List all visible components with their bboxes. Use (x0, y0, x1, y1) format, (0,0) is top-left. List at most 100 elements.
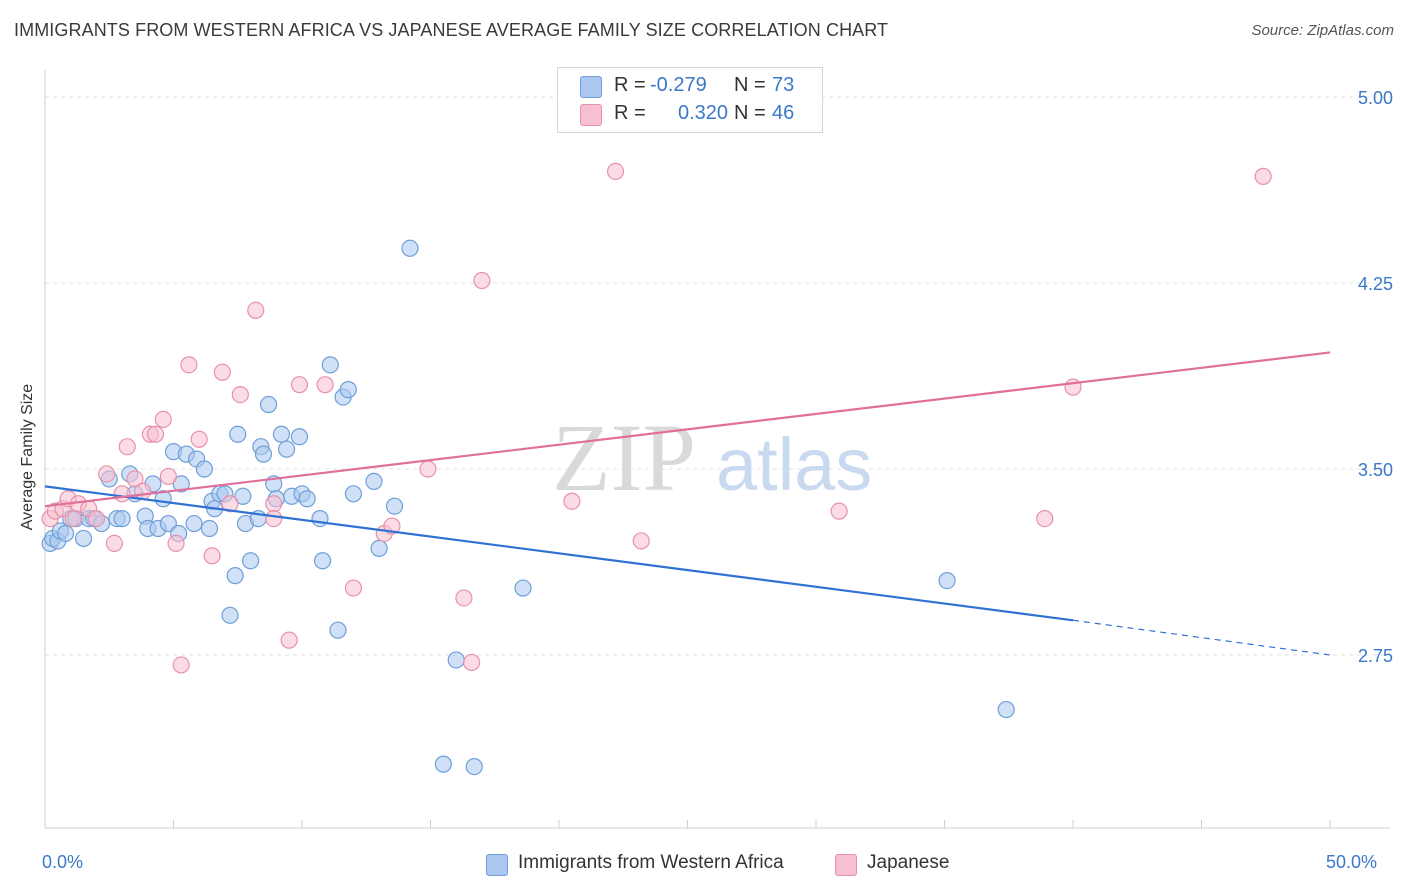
data-point (563, 492, 581, 510)
data-point (1036, 509, 1054, 528)
data-point (159, 467, 177, 486)
watermark-atlas: atlas (716, 423, 872, 506)
data-point (213, 363, 231, 381)
y-tick-label: 5.00 (1358, 88, 1393, 108)
data-point (154, 410, 172, 428)
correlation-legend: R = -0.279 N = 73 R = 0.320 N = 46 (557, 67, 823, 133)
data-point (265, 495, 283, 513)
data-point (280, 631, 298, 649)
data-point (313, 552, 332, 570)
data-point (229, 425, 247, 443)
data-point (74, 529, 93, 548)
data-point (419, 460, 437, 478)
data-point (290, 428, 309, 446)
data-point (339, 381, 357, 399)
legend-swatch-blue (580, 76, 602, 98)
y-tick-label: 3.50 (1358, 460, 1393, 480)
data-point (298, 490, 316, 508)
source-label: Source: ZipAtlas.com (1251, 22, 1394, 39)
series-immigrants-western-africa (41, 239, 1015, 776)
legend-n-label: N = (734, 74, 766, 96)
data-point (64, 509, 82, 528)
data-point (146, 425, 165, 443)
data-point (126, 470, 144, 488)
data-point (159, 514, 177, 533)
data-point (172, 475, 190, 493)
legend-n-value: 73 (772, 74, 795, 96)
data-point (344, 579, 362, 597)
data-point (311, 509, 329, 528)
data-point (87, 509, 106, 528)
data-point (290, 376, 309, 394)
data-point (190, 430, 208, 448)
data-point (254, 445, 273, 463)
data-point (321, 356, 339, 374)
data-point (463, 653, 481, 672)
data-point (385, 497, 404, 515)
legend-r-value: -0.279 (650, 74, 707, 96)
data-point (221, 495, 239, 513)
data-point (473, 271, 491, 290)
data-point (167, 534, 185, 553)
data-point (105, 534, 123, 553)
trend-line-pink (44, 351, 1331, 508)
watermark: ZIP atlas (552, 404, 872, 511)
legend-r-value: 0.320 (678, 102, 729, 124)
data-point (997, 700, 1015, 719)
data-point (221, 606, 239, 624)
data-point (180, 356, 198, 374)
legend-r-label: R = (614, 102, 646, 124)
y-tick-label: 2.75 (1358, 646, 1393, 666)
data-point (200, 519, 219, 538)
data-point (938, 571, 956, 590)
data-point (272, 425, 291, 443)
axes (44, 70, 1390, 829)
data-point (344, 485, 362, 503)
data-point (447, 651, 465, 669)
data-point (98, 465, 116, 483)
bottom-legend-label-blue: Immigrants from Western Africa (518, 852, 784, 873)
data-point (185, 514, 203, 533)
bottom-legend-swatch-blue (486, 854, 508, 876)
data-point (259, 395, 278, 414)
chart-title: IMMIGRANTS FROM WESTERN AFRICA VS JAPANE… (14, 20, 889, 40)
data-point (265, 509, 283, 528)
data-point (1254, 167, 1272, 185)
data-point (514, 579, 532, 597)
data-point (401, 239, 419, 257)
data-point (172, 656, 190, 674)
data-point (203, 547, 221, 565)
data-point (606, 162, 625, 180)
data-point (113, 509, 131, 528)
data-point (316, 376, 334, 394)
data-point (830, 502, 848, 520)
data-point (365, 472, 383, 490)
data-point (247, 301, 265, 319)
data-point (118, 438, 136, 456)
data-point (234, 487, 252, 505)
data-point (329, 621, 347, 639)
data-point (465, 757, 483, 776)
y-tick-labels: 2.75 3.50 4.25 5.00 (1358, 88, 1393, 666)
trend-line-blue (44, 485, 1074, 622)
data-point (134, 482, 152, 500)
data-point (370, 539, 388, 557)
x-tick-max: 50.0% (1326, 852, 1378, 872)
data-point (226, 567, 244, 585)
legend-r-label: R = (614, 74, 646, 96)
trend-line-blue-extension (1072, 619, 1331, 656)
watermark-zip: ZIP (552, 404, 696, 511)
data-point (277, 440, 296, 458)
data-point (113, 485, 131, 503)
grid-lines (45, 96, 1390, 656)
data-point (434, 755, 452, 773)
data-point (455, 589, 473, 607)
legend-swatch-pink (580, 104, 602, 126)
y-tick-label: 4.25 (1358, 274, 1393, 294)
legend-n-value: 46 (772, 102, 795, 124)
data-point (632, 532, 650, 550)
data-point (231, 386, 249, 404)
bottom-legend-swatch-pink (835, 854, 857, 876)
x-tick-min: 0.0% (42, 852, 84, 872)
